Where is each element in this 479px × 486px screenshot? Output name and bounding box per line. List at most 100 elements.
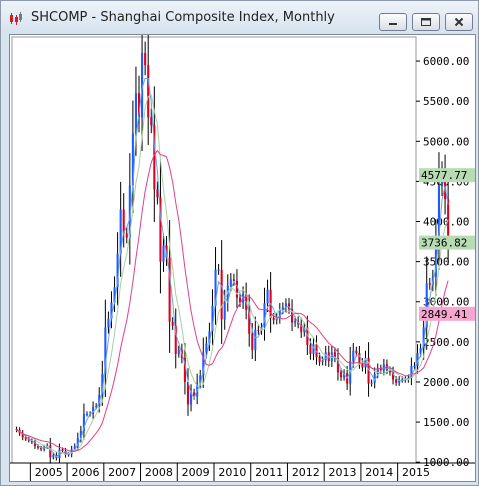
candle-down bbox=[125, 233, 128, 238]
plot-area bbox=[11, 36, 417, 464]
candle-down bbox=[388, 369, 392, 373]
close-button[interactable] bbox=[445, 13, 473, 31]
candle-up bbox=[104, 327, 107, 374]
x-tick-label: 2007 bbox=[108, 466, 136, 479]
candle-down bbox=[21, 433, 24, 438]
candle-down bbox=[186, 381, 190, 405]
restore-button[interactable] bbox=[412, 13, 440, 31]
window-title: SHCOMP - Shanghai Composite Index, Month… bbox=[31, 10, 335, 25]
candle-up bbox=[95, 406, 98, 408]
candle-up bbox=[128, 185, 131, 238]
y-tick-label: 3500.00 bbox=[423, 256, 469, 269]
candle-up bbox=[134, 93, 137, 134]
candle-up bbox=[202, 352, 205, 376]
price-tag bbox=[419, 306, 475, 321]
candle-up bbox=[263, 303, 266, 328]
candle-up bbox=[294, 321, 297, 323]
candle-down bbox=[235, 280, 238, 298]
candle-down bbox=[248, 309, 251, 334]
candle-down bbox=[291, 308, 294, 323]
candlestick-chart-icon bbox=[10, 12, 22, 25]
y-tick-label: 5000.00 bbox=[423, 135, 469, 148]
candle-down bbox=[64, 450, 67, 455]
minimize-icon bbox=[389, 23, 397, 25]
candle-up bbox=[321, 360, 324, 362]
y-tick-label: 4000.00 bbox=[423, 216, 469, 229]
candle-up bbox=[410, 365, 413, 378]
restore-icon bbox=[421, 18, 431, 26]
candle-up bbox=[199, 375, 202, 383]
candle-up bbox=[52, 454, 55, 458]
candle-up bbox=[92, 406, 95, 415]
candle-down bbox=[156, 189, 159, 198]
candle-down bbox=[379, 368, 382, 371]
candle-up bbox=[434, 241, 437, 277]
candle-up bbox=[266, 289, 269, 304]
candle-down bbox=[395, 379, 398, 383]
x-tick-label: 2013 bbox=[329, 466, 357, 479]
candle-up bbox=[208, 331, 211, 344]
moving-average-slow bbox=[16, 149, 449, 452]
price-tag bbox=[419, 235, 475, 250]
candle-down bbox=[358, 353, 361, 363]
candle-down bbox=[174, 325, 177, 354]
candle-up bbox=[205, 343, 208, 353]
moving-average-fast bbox=[16, 78, 449, 458]
candle-up bbox=[223, 301, 226, 320]
candle-up bbox=[437, 186, 440, 242]
candle-down bbox=[392, 372, 395, 380]
candle-up bbox=[324, 352, 327, 361]
title-bar[interactable]: SHCOMP - Shanghai Composite Index, Month… bbox=[1, 1, 478, 34]
candle-up bbox=[73, 446, 76, 450]
candle-down bbox=[153, 125, 156, 190]
candle-up bbox=[79, 430, 82, 439]
candle-down bbox=[150, 117, 153, 126]
candle-up bbox=[107, 318, 110, 328]
candle-down bbox=[144, 53, 147, 66]
x-tick-label: 2015 bbox=[402, 466, 430, 479]
candle-down bbox=[36, 446, 40, 448]
candle-up bbox=[254, 329, 257, 350]
candle-up bbox=[312, 344, 315, 354]
candle-up bbox=[425, 283, 428, 328]
y-tick-label: 2000.00 bbox=[423, 376, 469, 389]
candle-down bbox=[159, 197, 162, 262]
candle-down bbox=[428, 283, 431, 285]
candle-up bbox=[303, 327, 306, 333]
x-tick-label: 2012 bbox=[292, 466, 320, 479]
candle-down bbox=[238, 297, 242, 303]
candle-up bbox=[162, 245, 165, 262]
candle-down bbox=[333, 352, 336, 358]
minimize-button[interactable] bbox=[379, 13, 407, 31]
candle-down bbox=[122, 209, 125, 234]
price-tag-label: 4577.77 bbox=[421, 169, 467, 182]
candle-up bbox=[370, 382, 373, 384]
candle-up bbox=[401, 379, 404, 381]
x-tick-label: 2009 bbox=[182, 466, 210, 479]
candle-up bbox=[67, 454, 70, 456]
candle-up bbox=[413, 365, 416, 367]
candle-up bbox=[131, 133, 134, 186]
x-tick-label: 2006 bbox=[71, 466, 99, 479]
candle-down bbox=[137, 93, 141, 118]
candle-down bbox=[24, 437, 27, 439]
candle-up bbox=[214, 269, 217, 306]
candle-up bbox=[211, 305, 214, 332]
candle-down bbox=[251, 333, 254, 350]
candle-up bbox=[284, 303, 287, 308]
candle-up bbox=[373, 373, 376, 383]
x-tick-label: 2014 bbox=[365, 466, 393, 479]
candle-down bbox=[40, 447, 43, 450]
close-icon bbox=[454, 17, 464, 27]
candle-down bbox=[300, 324, 303, 333]
chart-frame: 6000.005500.005000.004500.004000.003500.… bbox=[9, 34, 476, 482]
candle-down bbox=[315, 344, 318, 358]
moving-average-medium bbox=[16, 94, 449, 455]
candle-down bbox=[183, 357, 186, 382]
candle-down bbox=[30, 440, 33, 443]
candlestick-chart[interactable]: 6000.005500.005000.004500.004000.003500.… bbox=[10, 35, 475, 481]
candle-up bbox=[116, 253, 119, 288]
candle-up bbox=[217, 269, 220, 271]
candle-down bbox=[171, 321, 174, 326]
